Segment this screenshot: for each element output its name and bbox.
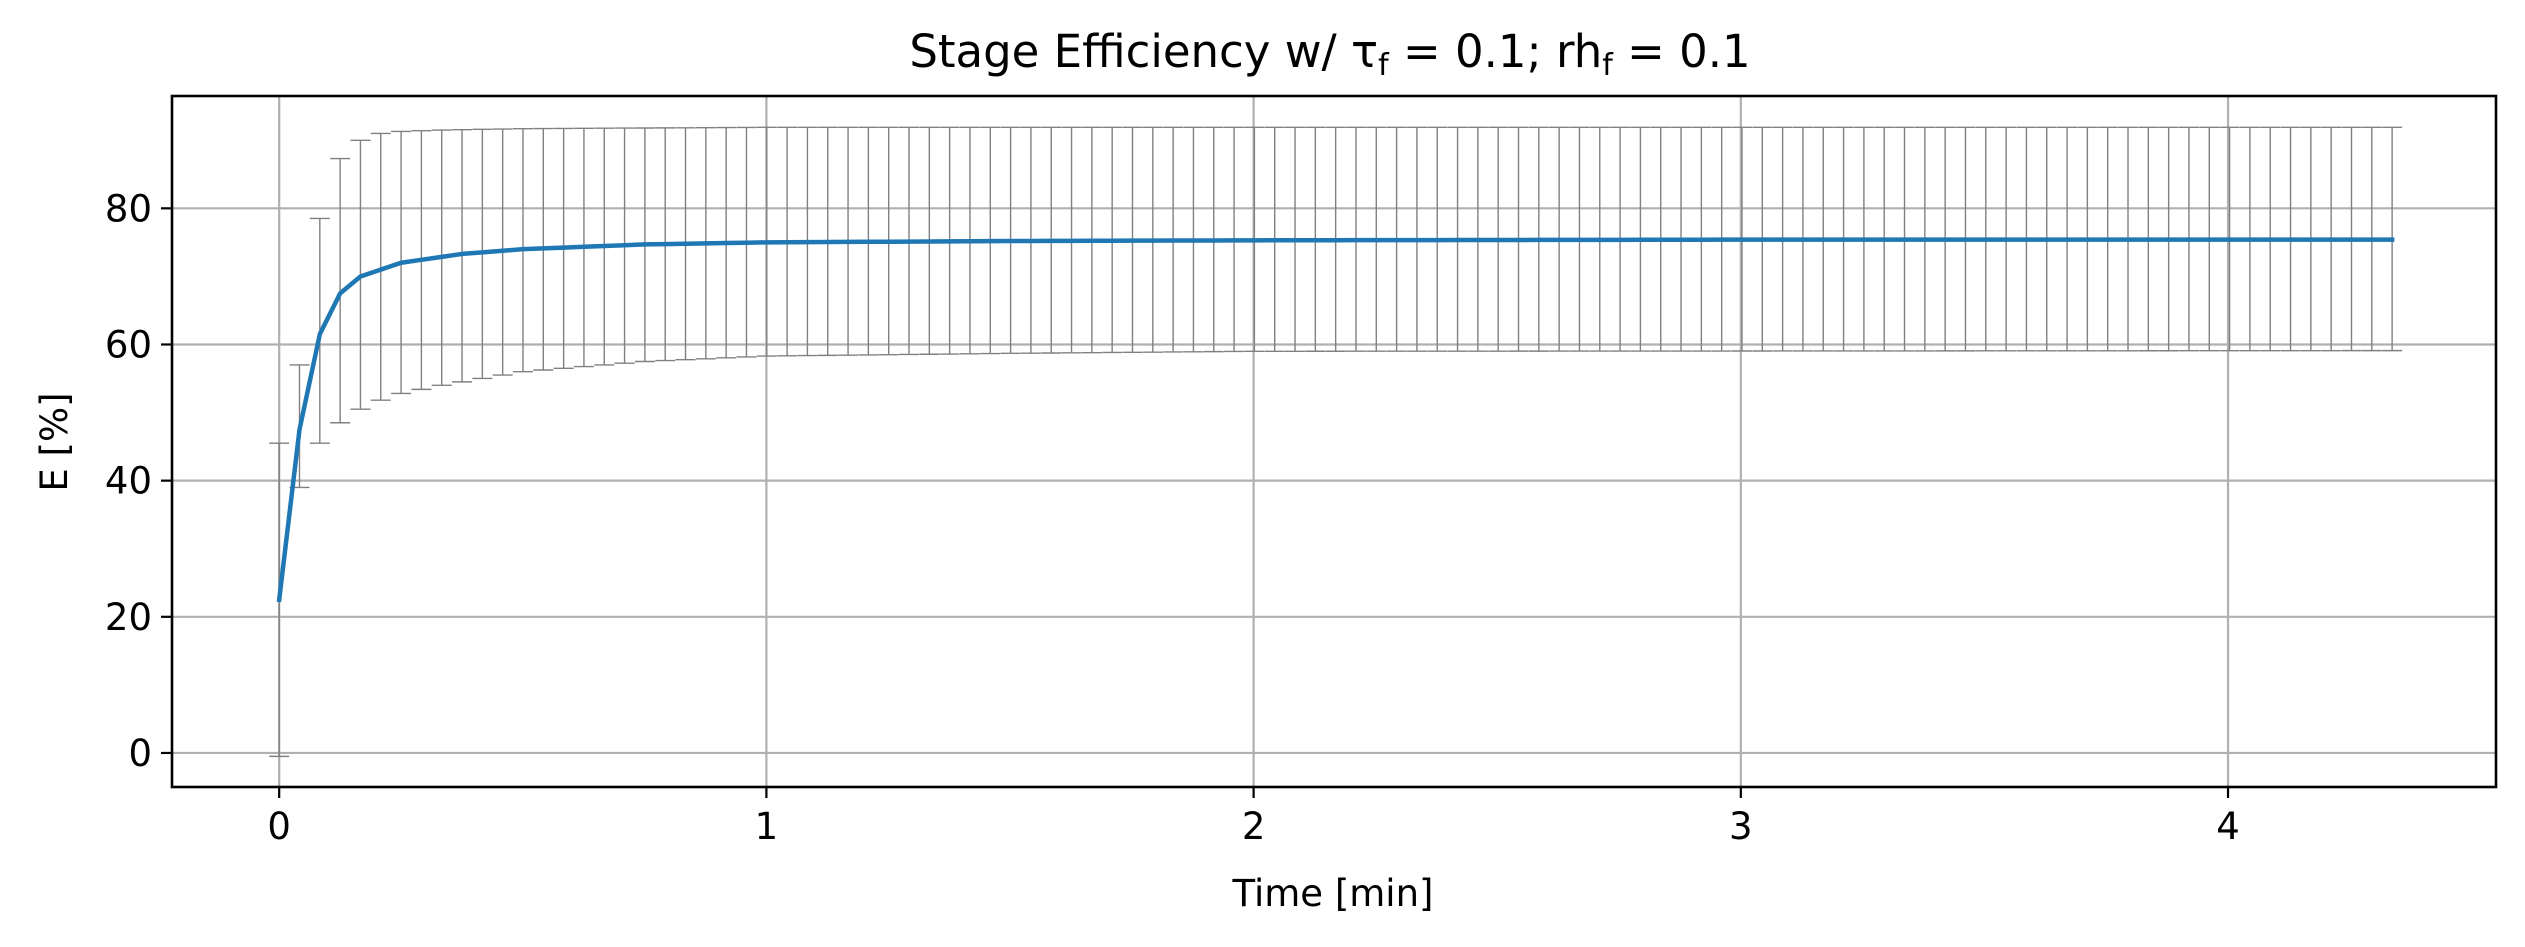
x-axis-label: Time [min] [1232, 872, 1434, 915]
y-axis-ticks: 0 20 40 60 80 [105, 187, 172, 775]
chart-title-text: Stage Efficiency w/ τf = 0.1; rhf = 0.1 [909, 25, 1750, 83]
chart-title: Stage Efficiency w/ τf = 0.1; rhf = 0.1 [909, 25, 1750, 83]
x-tick-label: 2 [1242, 805, 1266, 848]
y-tick-label: 60 [105, 323, 152, 366]
y-tick-label: 0 [128, 732, 152, 775]
y-tick-label: 80 [105, 187, 152, 230]
plot-area-frame [170, 94, 2498, 789]
series-line-efficiency [276, 237, 2395, 603]
y-tick-label: 20 [105, 596, 152, 639]
series-layer [276, 237, 2395, 603]
y-tick-label: 40 [105, 460, 152, 503]
x-tick-label: 4 [2216, 805, 2240, 848]
x-tick-label: 1 [755, 805, 779, 848]
error-bars [269, 126, 2403, 758]
x-tick-label: 0 [267, 805, 291, 848]
x-axis-ticks: 0 1 2 3 4 [267, 787, 2240, 848]
y-axis-label: E [%] [33, 392, 76, 491]
grid [172, 96, 2496, 787]
x-tick-label: 3 [1729, 805, 1753, 848]
